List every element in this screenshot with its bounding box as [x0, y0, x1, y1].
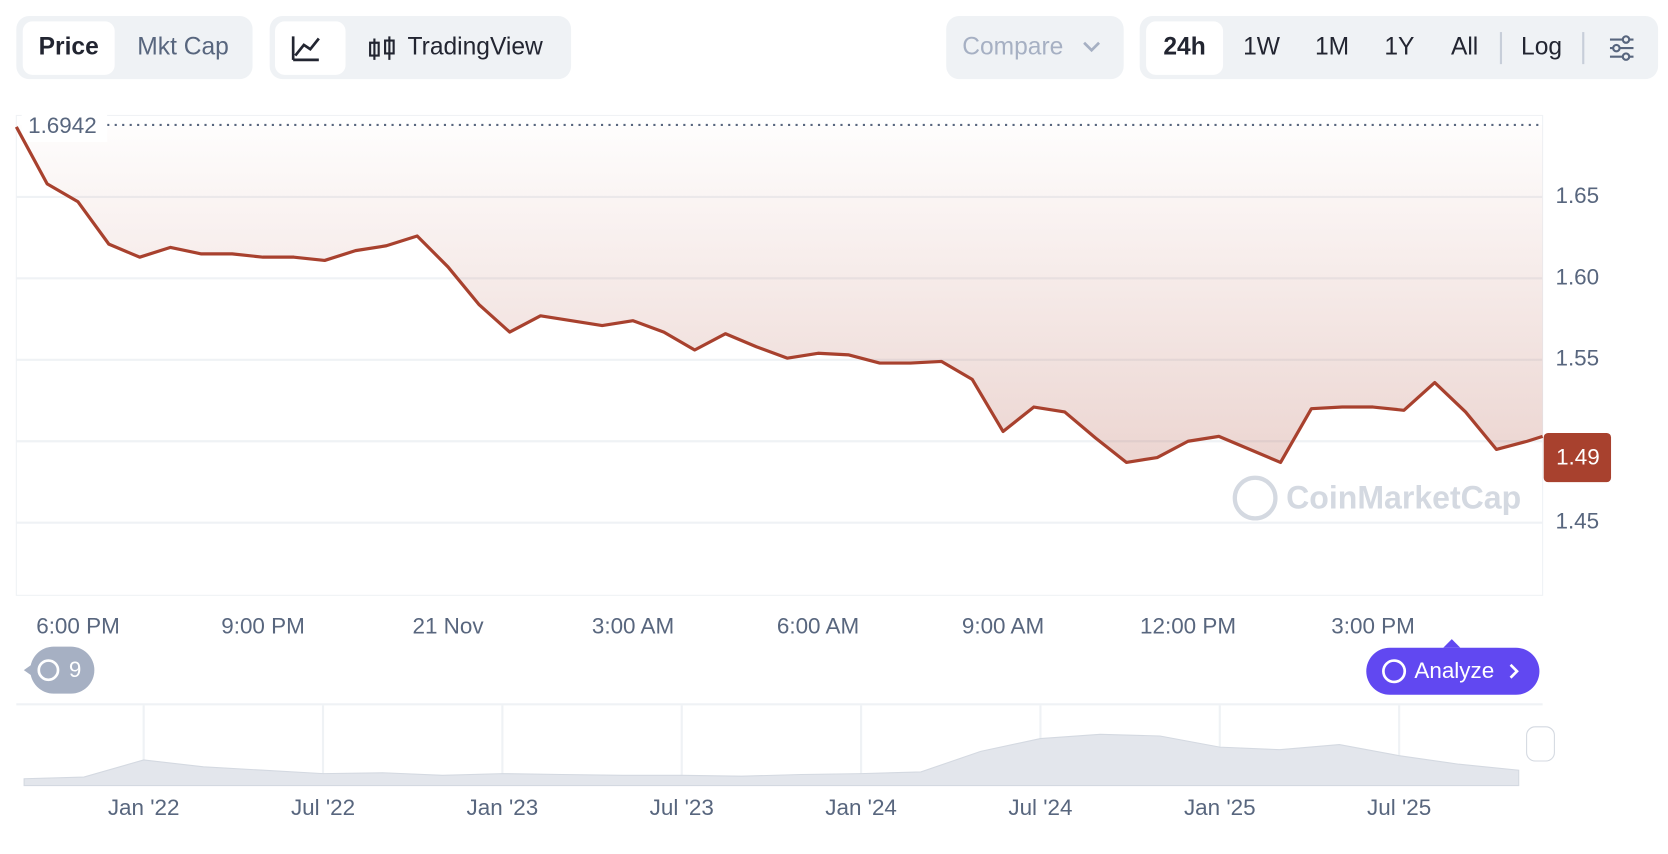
- settings-knob: [1621, 35, 1631, 44]
- high-label-bg: [21, 107, 108, 142]
- nav-tick-label: Jul '23: [650, 795, 714, 820]
- nav-tick-label: Jul '24: [1008, 795, 1072, 820]
- high-label: 1.6942: [28, 113, 97, 138]
- range-tabs: [1139, 16, 1659, 80]
- chevron: [1509, 663, 1519, 679]
- x-tick-label: 6:00 PM: [36, 613, 120, 638]
- analyze-button[interactable]: [1366, 647, 1540, 695]
- compare-label[interactable]: Compare: [962, 34, 1063, 61]
- last-price-marker: [1543, 432, 1612, 483]
- range-tab[interactable]: 1W: [1243, 34, 1281, 61]
- analyze-label[interactable]: Analyze: [1414, 658, 1494, 683]
- price-area: [16, 124, 1543, 463]
- nav-tick-label: Jul '22: [291, 795, 355, 820]
- log-toggle[interactable]: Log: [1521, 34, 1562, 61]
- history-icon: [37, 659, 60, 682]
- y-tick-label: 1.60: [1555, 264, 1599, 289]
- line-icon: [291, 36, 320, 62]
- watermark: CoinMarketCap: [1286, 480, 1521, 516]
- y-tick-label: 1.65: [1555, 183, 1599, 208]
- nav-tick-label: Jan '22: [108, 795, 180, 820]
- tab[interactable]: TradingView: [408, 34, 544, 61]
- analyze-icon: [1382, 659, 1407, 684]
- range-tab[interactable]: 24h: [1163, 34, 1205, 61]
- x-tick-label: 12:00 PM: [1140, 613, 1236, 638]
- navigator-handle[interactable]: [1526, 726, 1555, 762]
- y-tick-label: 1.45: [1555, 509, 1599, 534]
- history-badge[interactable]: [30, 646, 95, 694]
- y-tick-label: 1.55: [1555, 346, 1599, 371]
- chevron: [1083, 41, 1101, 53]
- x-tick-label: 3:00 AM: [592, 613, 674, 638]
- watermark-logo: [1232, 475, 1278, 521]
- nav-tick-label: Jan '25: [1184, 795, 1256, 820]
- price-line: [14, 126, 1544, 465]
- compare-button[interactable]: [946, 16, 1124, 80]
- tab[interactable]: Mkt Cap: [137, 34, 229, 61]
- x-tick-label: 21 Nov: [412, 613, 484, 638]
- candle-icon: [369, 36, 395, 60]
- x-tick-label: 9:00 PM: [221, 613, 305, 638]
- x-tick-label: 3:00 PM: [1331, 613, 1415, 638]
- settings-knob: [1612, 43, 1621, 53]
- x-tick-label: 9:00 AM: [962, 613, 1044, 638]
- analyze-tip: [1443, 639, 1461, 648]
- history-count[interactable]: 9: [69, 657, 81, 682]
- nav-tick-label: Jan '24: [825, 795, 897, 820]
- tab-active[interactable]: [22, 21, 115, 75]
- range-active[interactable]: [1146, 21, 1224, 75]
- last-price-label: 1.49: [1556, 445, 1600, 470]
- nav-tick-label: Jul '25: [1367, 795, 1431, 820]
- range-tab[interactable]: All: [1451, 34, 1478, 61]
- range-tab[interactable]: 1M: [1315, 34, 1349, 61]
- x-tick-label: 6:00 AM: [777, 613, 859, 638]
- settings-knob: [1621, 52, 1631, 61]
- tab[interactable]: Price: [39, 34, 99, 61]
- nav-area: [23, 733, 1520, 787]
- range-tab[interactable]: 1Y: [1384, 34, 1414, 61]
- nav-tick-label: Jan '23: [467, 795, 539, 820]
